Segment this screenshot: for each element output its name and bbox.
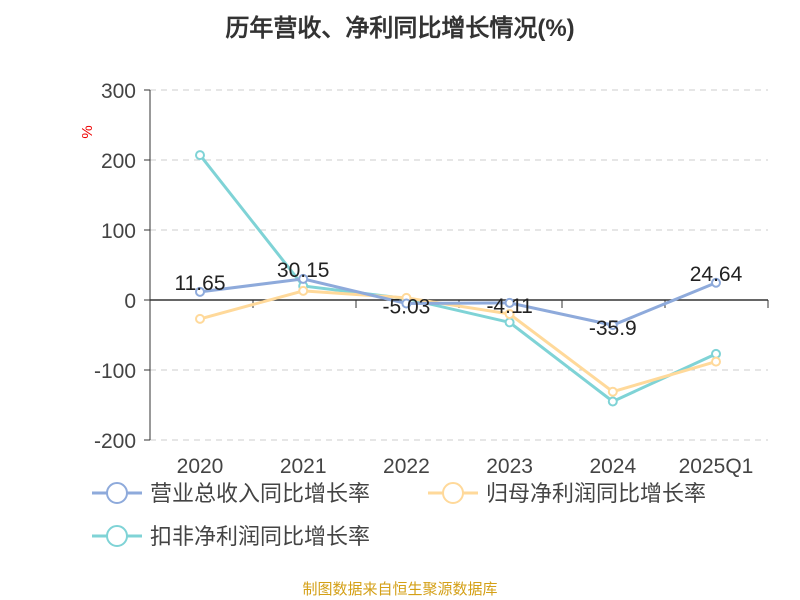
y-tick-label: -200 — [94, 430, 136, 453]
data-point[interactable] — [195, 150, 205, 161]
data-label: -4.11 — [486, 295, 532, 318]
x-tick-label: 2020 — [177, 455, 224, 478]
y-tick-label: -100 — [94, 360, 136, 383]
data-point[interactable] — [504, 309, 515, 319]
legend-marker[interactable] — [106, 482, 128, 504]
legend-label[interactable]: 营业总收入同比增长率 — [150, 481, 370, 506]
y-tick-label: 300 — [101, 80, 136, 103]
data-point[interactable] — [298, 273, 309, 284]
series-line — [199, 289, 717, 394]
source-footer: 制图数据来自恒生聚源数据库 — [302, 581, 498, 598]
data-point[interactable] — [298, 285, 309, 296]
legend-label[interactable]: 扣非净利润同比增长率 — [150, 524, 370, 549]
x-tick-label: 2023 — [486, 455, 533, 478]
series-line — [199, 277, 717, 327]
y-axis-label: % — [79, 125, 96, 138]
data-point[interactable] — [711, 277, 721, 288]
data-label: -35.9 — [589, 317, 637, 340]
legend-marker[interactable] — [106, 525, 128, 547]
data-label: 24.64 — [690, 263, 743, 286]
series-扣非净利润同比增长率 — [195, 150, 721, 407]
series-营业总收入同比增长率 — [195, 273, 721, 331]
data-point[interactable] — [711, 356, 721, 367]
data-point[interactable] — [195, 286, 205, 297]
data-point[interactable] — [401, 298, 412, 309]
data-point[interactable] — [607, 396, 618, 407]
x-tick-label: 2022 — [383, 455, 430, 478]
y-tick-label: 100 — [101, 220, 136, 243]
data-point[interactable] — [504, 297, 515, 308]
x-tick-label: 2021 — [280, 455, 327, 478]
legend-label[interactable]: 归母净利润同比增长率 — [486, 481, 706, 506]
series-line — [198, 154, 717, 404]
chart-title: 历年营收、净利同比增长情况(%) — [225, 15, 575, 42]
data-label: 30.15 — [277, 259, 330, 282]
data-point[interactable] — [607, 386, 618, 397]
y-tick-label: 200 — [101, 150, 136, 173]
data-point[interactable] — [504, 317, 515, 328]
legend-marker[interactable] — [442, 482, 464, 504]
x-tick-label: 2024 — [589, 455, 636, 478]
data-label: 11.65 — [175, 272, 226, 295]
data-point[interactable] — [607, 320, 618, 331]
data-point[interactable] — [195, 313, 205, 324]
data-label: -5.03 — [382, 296, 430, 319]
y-tick-label: 0 — [124, 290, 136, 313]
x-tick-label: 2025Q1 — [679, 455, 754, 478]
